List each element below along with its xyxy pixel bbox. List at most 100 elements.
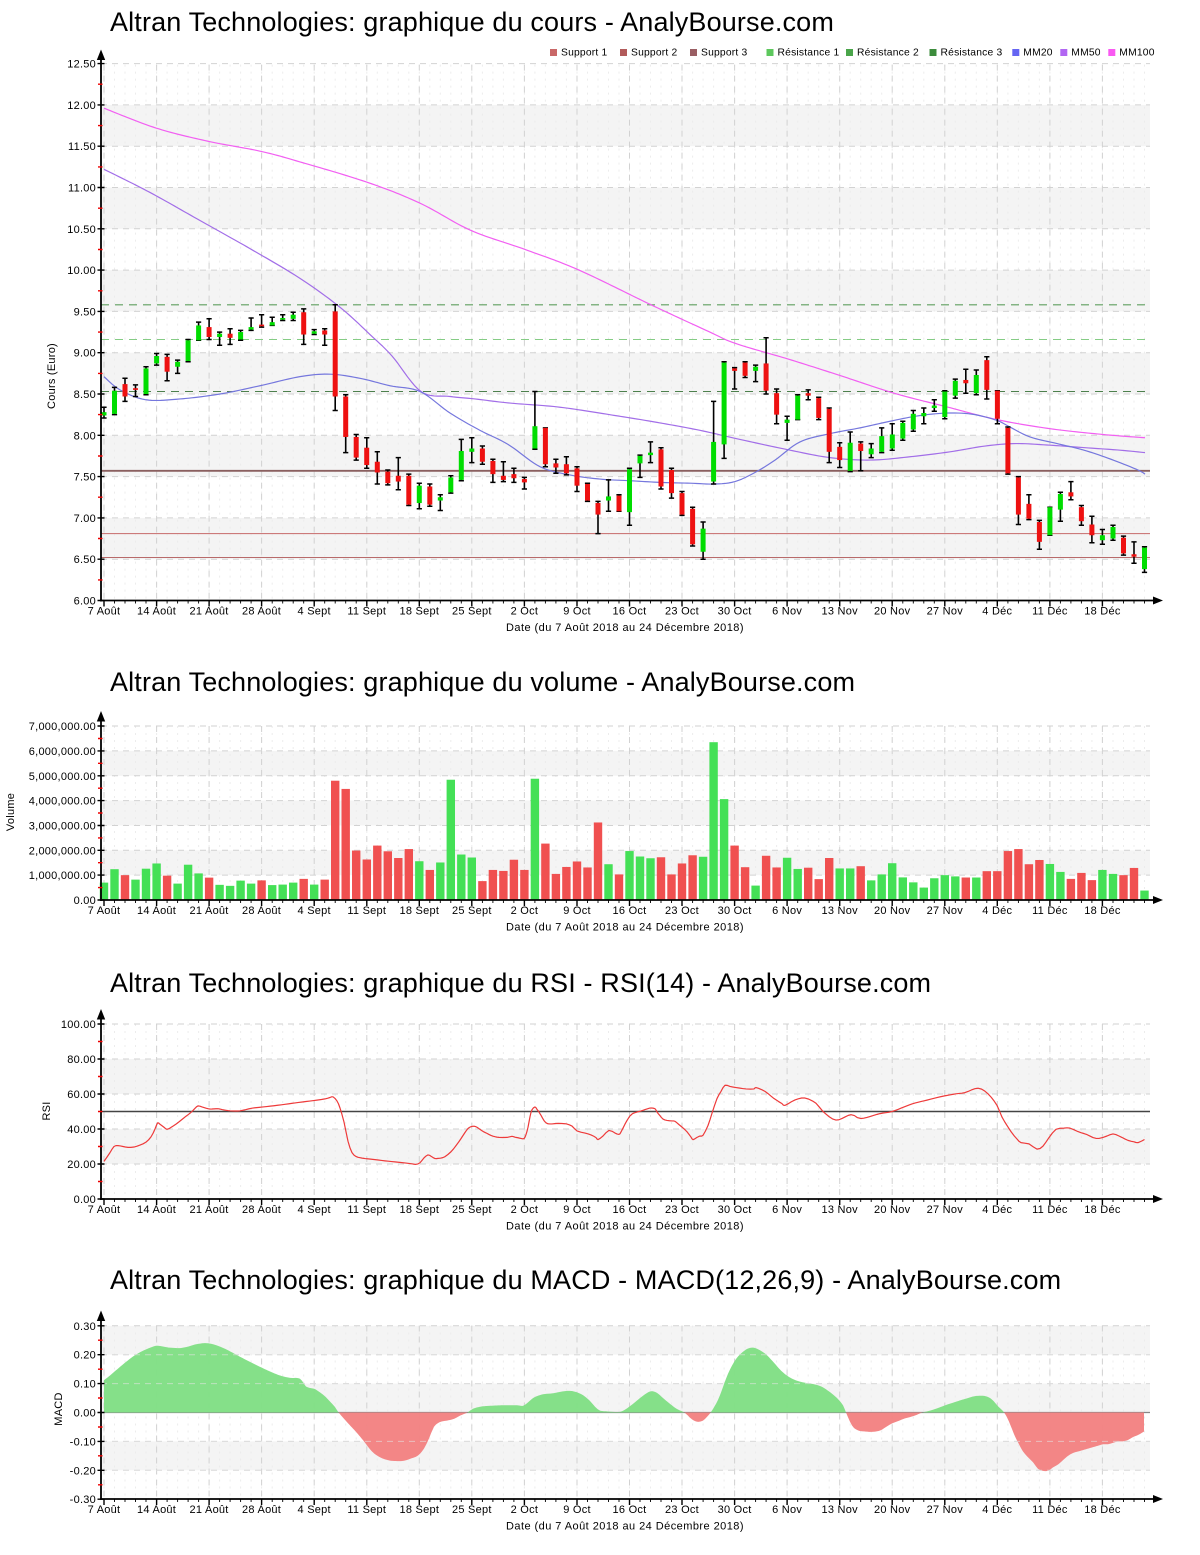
svg-text:11 Déc: 11 Déc bbox=[1032, 606, 1068, 618]
svg-text:21 Août: 21 Août bbox=[190, 1504, 229, 1516]
svg-text:13 Nov: 13 Nov bbox=[822, 1204, 859, 1216]
svg-text:18 Déc: 18 Déc bbox=[1084, 1504, 1121, 1516]
svg-text:11 Sept: 11 Sept bbox=[347, 606, 386, 618]
svg-text:25 Sept: 25 Sept bbox=[452, 1504, 492, 1516]
svg-text:21 Août: 21 Août bbox=[190, 905, 229, 917]
svg-text:25 Sept: 25 Sept bbox=[452, 606, 492, 618]
svg-text:2 Oct: 2 Oct bbox=[511, 1204, 539, 1216]
svg-text:2,000,000.00: 2,000,000.00 bbox=[29, 845, 96, 857]
svg-text:18 Déc: 18 Déc bbox=[1084, 905, 1121, 917]
svg-text:-0.20: -0.20 bbox=[70, 1465, 96, 1477]
svg-text:20 Nov: 20 Nov bbox=[874, 1504, 911, 1516]
svg-text:11 Déc: 11 Déc bbox=[1032, 1504, 1068, 1516]
svg-text:7 Août: 7 Août bbox=[88, 1504, 121, 1516]
svg-text:Date (du 7 Août 2018 au 24 Déc: Date (du 7 Août 2018 au 24 Décembre 2018… bbox=[506, 922, 744, 934]
svg-text:28 Août: 28 Août bbox=[242, 905, 281, 917]
svg-text:30 Oct: 30 Oct bbox=[718, 905, 752, 917]
svg-text:Altran Technologies: graphique: Altran Technologies: graphique du MACD -… bbox=[110, 1265, 1061, 1295]
svg-text:1,000,000.00: 1,000,000.00 bbox=[29, 870, 96, 882]
svg-text:30 Oct: 30 Oct bbox=[718, 1504, 752, 1516]
svg-text:60.00: 60.00 bbox=[67, 1089, 96, 1101]
svg-text:12.50: 12.50 bbox=[67, 59, 96, 71]
svg-text:27 Nov: 27 Nov bbox=[927, 1504, 964, 1516]
svg-text:9 Oct: 9 Oct bbox=[563, 606, 591, 618]
svg-text:4 Sept: 4 Sept bbox=[298, 1204, 331, 1216]
svg-text:RSI: RSI bbox=[41, 1101, 53, 1120]
svg-text:11 Sept: 11 Sept bbox=[347, 1504, 386, 1516]
svg-text:16 Oct: 16 Oct bbox=[613, 606, 647, 618]
svg-text:7.00: 7.00 bbox=[74, 513, 96, 525]
svg-text:11.50: 11.50 bbox=[68, 141, 96, 153]
svg-text:28 Août: 28 Août bbox=[242, 1204, 281, 1216]
svg-text:10.50: 10.50 bbox=[67, 224, 96, 236]
svg-text:18 Déc: 18 Déc bbox=[1084, 606, 1121, 618]
svg-text:25 Sept: 25 Sept bbox=[452, 1204, 492, 1216]
svg-text:11 Sept: 11 Sept bbox=[347, 1204, 386, 1216]
svg-text:27 Nov: 27 Nov bbox=[927, 905, 964, 917]
svg-text:6 Nov: 6 Nov bbox=[772, 1204, 802, 1216]
svg-text:0.10: 0.10 bbox=[74, 1379, 96, 1391]
svg-text:18 Sept: 18 Sept bbox=[399, 905, 439, 917]
svg-text:23 Oct: 23 Oct bbox=[665, 1504, 699, 1516]
svg-text:3,000,000.00: 3,000,000.00 bbox=[29, 821, 96, 833]
svg-text:18 Sept: 18 Sept bbox=[399, 1204, 439, 1216]
svg-text:14 Août: 14 Août bbox=[137, 1204, 176, 1216]
svg-text:11 Déc: 11 Déc bbox=[1032, 1204, 1068, 1216]
svg-text:4 Déc: 4 Déc bbox=[982, 606, 1012, 618]
svg-text:16 Oct: 16 Oct bbox=[613, 905, 647, 917]
svg-text:14 Août: 14 Août bbox=[137, 606, 176, 618]
svg-text:7 Août: 7 Août bbox=[88, 905, 121, 917]
svg-text:Résistance 3: Résistance 3 bbox=[941, 48, 1003, 59]
svg-text:2 Oct: 2 Oct bbox=[511, 905, 539, 917]
svg-text:5,000,000.00: 5,000,000.00 bbox=[29, 771, 96, 783]
svg-text:20 Nov: 20 Nov bbox=[874, 1204, 911, 1216]
svg-text:4,000,000.00: 4,000,000.00 bbox=[29, 796, 96, 808]
svg-text:27 Nov: 27 Nov bbox=[927, 1204, 964, 1216]
svg-text:Date (du 7 Août 2018 au 24 Déc: Date (du 7 Août 2018 au 24 Décembre 2018… bbox=[506, 1521, 744, 1533]
svg-text:Cours (Euro): Cours (Euro) bbox=[46, 343, 58, 409]
svg-text:18 Sept: 18 Sept bbox=[399, 606, 439, 618]
svg-text:9 Oct: 9 Oct bbox=[563, 905, 591, 917]
svg-text:13 Nov: 13 Nov bbox=[822, 1504, 859, 1516]
svg-text:13 Nov: 13 Nov bbox=[822, 905, 859, 917]
svg-text:13 Nov: 13 Nov bbox=[822, 606, 859, 618]
svg-text:0.30: 0.30 bbox=[74, 1321, 96, 1333]
svg-text:21 Août: 21 Août bbox=[190, 1204, 229, 1216]
svg-text:7 Août: 7 Août bbox=[88, 606, 121, 618]
svg-text:28 Août: 28 Août bbox=[242, 1504, 281, 1516]
svg-text:8.50: 8.50 bbox=[74, 389, 96, 401]
svg-text:7,000,000.00: 7,000,000.00 bbox=[29, 721, 96, 733]
svg-text:-0.10: -0.10 bbox=[70, 1436, 96, 1448]
svg-text:80.00: 80.00 bbox=[67, 1054, 96, 1066]
svg-text:12.00: 12.00 bbox=[67, 100, 96, 112]
svg-text:Altran Technologies: graphique: Altran Technologies: graphique du volume… bbox=[110, 667, 855, 697]
svg-text:21 Août: 21 Août bbox=[190, 606, 229, 618]
svg-text:0.00: 0.00 bbox=[74, 895, 96, 907]
svg-text:16 Oct: 16 Oct bbox=[613, 1204, 647, 1216]
svg-text:23 Oct: 23 Oct bbox=[665, 606, 699, 618]
svg-text:4 Déc: 4 Déc bbox=[982, 905, 1012, 917]
svg-text:30 Oct: 30 Oct bbox=[718, 606, 752, 618]
svg-text:9.00: 9.00 bbox=[74, 348, 96, 360]
svg-text:8.00: 8.00 bbox=[74, 430, 96, 442]
svg-text:0.20: 0.20 bbox=[74, 1350, 96, 1362]
svg-text:20.00: 20.00 bbox=[67, 1159, 96, 1171]
svg-text:23 Oct: 23 Oct bbox=[665, 1204, 699, 1216]
svg-text:10.00: 10.00 bbox=[67, 265, 96, 277]
svg-text:18 Sept: 18 Sept bbox=[399, 1504, 439, 1516]
svg-text:Résistance 2: Résistance 2 bbox=[857, 48, 919, 59]
svg-text:MM50: MM50 bbox=[1071, 48, 1100, 59]
svg-text:9 Oct: 9 Oct bbox=[563, 1204, 591, 1216]
svg-text:Support 3: Support 3 bbox=[701, 48, 748, 59]
svg-text:100.00: 100.00 bbox=[61, 1019, 96, 1031]
svg-text:2 Oct: 2 Oct bbox=[511, 606, 539, 618]
svg-text:Altran Technologies: graphique: Altran Technologies: graphique du cours … bbox=[110, 7, 834, 37]
svg-text:Support 1: Support 1 bbox=[561, 48, 608, 59]
svg-text:2 Oct: 2 Oct bbox=[511, 1504, 539, 1516]
svg-text:4 Sept: 4 Sept bbox=[298, 1504, 331, 1516]
svg-text:Résistance 1: Résistance 1 bbox=[778, 48, 840, 59]
svg-text:7.50: 7.50 bbox=[74, 472, 96, 484]
svg-text:-0.30: -0.30 bbox=[70, 1494, 96, 1506]
svg-text:Support 2: Support 2 bbox=[631, 48, 678, 59]
svg-text:4 Déc: 4 Déc bbox=[982, 1204, 1012, 1216]
